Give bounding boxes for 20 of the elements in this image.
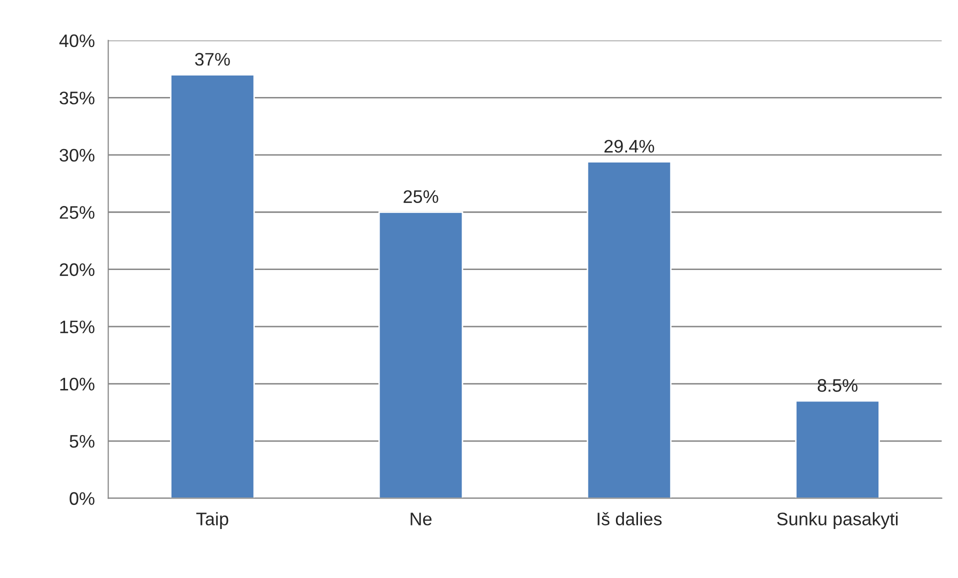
bar (795, 400, 880, 498)
y-tick-label: 5% (70, 435, 94, 448)
y-tick-label: 40% (59, 34, 94, 48)
bar (586, 161, 672, 498)
x-tick-label: Taip (196, 512, 228, 529)
x-tick-label: Iš dalies (598, 512, 662, 526)
y-tick-label: 35% (60, 92, 94, 104)
data-label: 37% (195, 52, 230, 66)
data-label: 29.4% (604, 140, 654, 153)
y-tick-label: 25% (60, 206, 94, 219)
data-label: 25% (404, 190, 438, 203)
y-tick-label: 0% (70, 492, 94, 505)
y-tick-label: 30% (60, 148, 94, 162)
x-tick-label: Sunku pasakyti (777, 512, 898, 529)
bar (170, 74, 255, 498)
y-tick-label: 10% (60, 378, 94, 391)
bar (378, 211, 464, 498)
y-tick-label: 20% (60, 263, 94, 276)
x-tick-label: Ne (410, 512, 432, 526)
y-tick-label: 15% (60, 320, 94, 334)
